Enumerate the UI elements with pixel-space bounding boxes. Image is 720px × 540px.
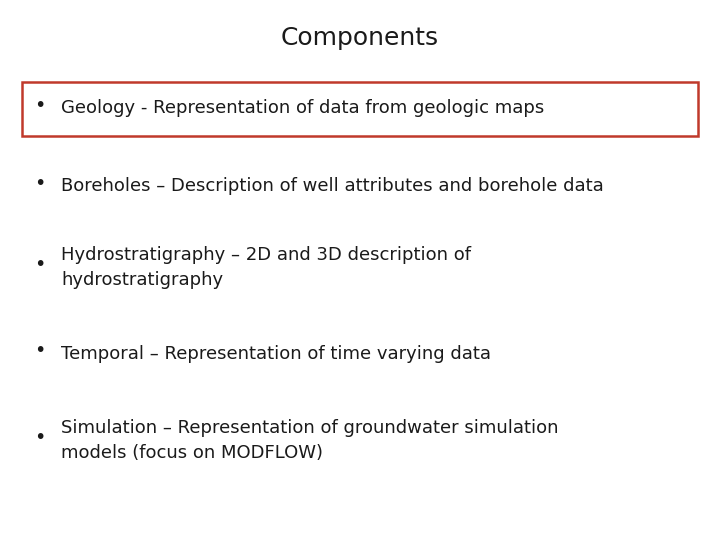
Text: Geology - Representation of data from geologic maps: Geology - Representation of data from ge… — [61, 99, 544, 117]
Text: •: • — [34, 255, 45, 274]
Text: Components: Components — [281, 26, 439, 50]
Text: Simulation – Representation of groundwater simulation
models (focus on MODFLOW): Simulation – Representation of groundwat… — [61, 418, 559, 462]
Text: •: • — [34, 174, 45, 193]
Text: Temporal – Representation of time varying data: Temporal – Representation of time varyin… — [61, 345, 491, 363]
Text: •: • — [34, 428, 45, 447]
Text: Hydrostratigraphy – 2D and 3D description of
hydrostratigraphy: Hydrostratigraphy – 2D and 3D descriptio… — [61, 246, 471, 289]
Text: •: • — [34, 341, 45, 361]
Text: •: • — [34, 96, 45, 115]
Text: Boreholes – Description of well attributes and borehole data: Boreholes – Description of well attribut… — [61, 177, 604, 195]
